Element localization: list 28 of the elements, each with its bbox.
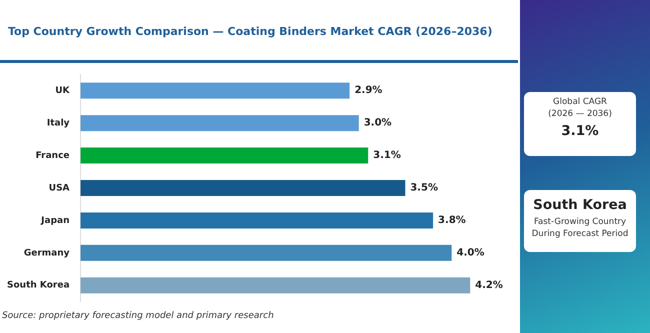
bar xyxy=(80,244,452,261)
data-label: 4.2% xyxy=(475,280,503,291)
text: 3.1% xyxy=(560,122,600,141)
data-label: 3.8% xyxy=(438,215,466,226)
y-tick-label: UK xyxy=(55,86,71,96)
y-tick-label: Italy xyxy=(46,118,70,128)
chart-title: Top Country Growth Comparison — Coating Binders Market CAGR (2026–2036) xyxy=(8,25,492,38)
y-tick-label: France xyxy=(36,150,70,161)
y-tick-label: Japan xyxy=(40,216,70,226)
bar xyxy=(80,180,406,196)
text: Fast-Growing Country During Forecast Period xyxy=(530,216,630,240)
text: Global CAGR xyxy=(552,96,608,108)
data-label: 4.0% xyxy=(456,248,484,259)
data-label: 3.1% xyxy=(373,150,401,162)
bar xyxy=(80,148,368,164)
bar xyxy=(80,115,359,132)
y-tick-label: USA xyxy=(48,183,70,194)
bar xyxy=(80,277,470,294)
data-label: 2.9% xyxy=(354,85,382,96)
y-tick-label: South Korea xyxy=(7,280,70,291)
data-label: 3.0% xyxy=(364,118,392,129)
data-label: 3.5% xyxy=(410,182,438,194)
text: South Korea xyxy=(532,196,628,215)
y-tick-label: Germany xyxy=(24,248,70,258)
source-note: Source: proprietary forecasting model and primary research xyxy=(2,311,274,321)
text: (2026 — 2036) xyxy=(547,108,613,120)
bar xyxy=(80,82,350,99)
bar xyxy=(80,212,434,228)
